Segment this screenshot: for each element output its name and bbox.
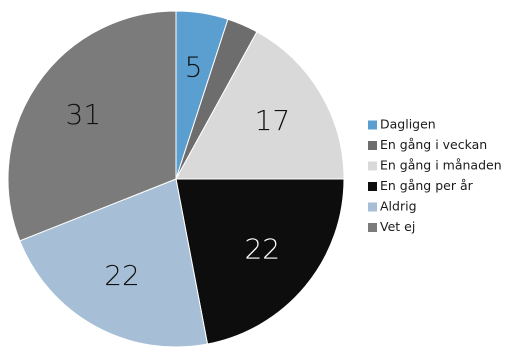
legend-swatch-aldrig [368,202,377,212]
legend-swatch-en-gang-i-veckan [368,141,377,150]
legend-swatch-dagligen [368,120,377,130]
data-label-dagligen: 5 [185,50,203,83]
legend-label-dagligen: Dagligen [380,117,436,132]
legend-label-en-gang-per-ar: En gång per år [380,178,474,193]
legend-swatch-vet-ej [368,223,377,232]
legend-item-en-gang-i-veckan: En gång i veckan [368,137,487,152]
legend-label-en-gang-i-veckan: En gång i veckan [380,137,487,152]
legend-swatch-en-gang-i-manaden [368,161,377,171]
legend-label-aldrig: Aldrig [380,199,417,214]
pie-slice-vet-ej [7,10,177,242]
legend-label-vet-ej: Vet ej [380,219,415,234]
data-label-vet-ej: 31 [66,98,102,131]
legend-item-en-gang-per-ar: En gång per år [368,178,474,193]
legend-item-en-gang-i-manaden: En gång i månaden [368,158,502,173]
data-label-en-gang-per-ar: 22 [244,232,280,265]
legend: Dagligen En gång i veckan En gång i månade… [368,117,502,234]
data-label-aldrig: 22 [104,259,140,292]
legend-swatch-en-gang-per-ar [368,182,377,191]
pie-slice-en-gang-per-ar [175,178,345,345]
legend-item-aldrig: Aldrig [368,199,417,214]
legend-item-vet-ej: Vet ej [368,219,415,234]
legend-item-dagligen: Dagligen [368,117,436,132]
pie-slices [7,10,345,347]
pie-data-labels: 5 17 22 22 31 [66,50,291,292]
pie-slice-en-gang-i-manaden [175,31,345,180]
data-label-en-gang-i-manaden: 17 [255,104,291,137]
legend-label-en-gang-i-manaden: En gång i månaden [380,158,502,173]
